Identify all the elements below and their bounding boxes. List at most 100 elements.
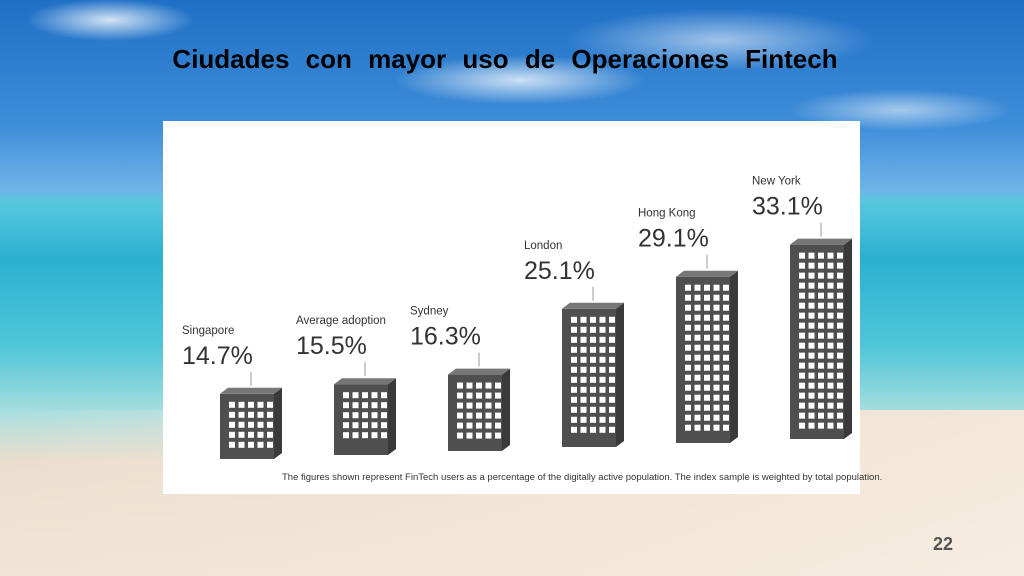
window <box>457 382 463 389</box>
window <box>723 394 729 401</box>
window <box>466 392 473 399</box>
window <box>827 282 834 289</box>
building-bar-chart: 14.7% Singapore 15.5% Average adoption 16.3%… <box>182 176 852 459</box>
window <box>238 421 245 428</box>
window <box>723 314 729 321</box>
window <box>837 332 843 339</box>
window <box>837 382 843 389</box>
window <box>837 282 843 289</box>
window <box>381 422 387 429</box>
window <box>590 336 596 343</box>
window <box>343 392 349 399</box>
window <box>267 441 273 448</box>
window <box>590 406 596 413</box>
window <box>723 294 729 301</box>
window <box>837 292 843 299</box>
value-label-london: 25.1% <box>524 257 595 285</box>
window <box>248 421 254 428</box>
window <box>837 422 843 429</box>
window <box>485 392 492 399</box>
window <box>799 292 805 299</box>
value-label-singapore: 14.7% <box>182 342 253 370</box>
window <box>808 402 815 409</box>
window <box>827 302 834 309</box>
window <box>704 334 710 341</box>
window <box>609 386 615 393</box>
building-top-average-adoption <box>334 378 396 385</box>
window <box>808 382 815 389</box>
window <box>713 294 720 301</box>
building-top-new-york <box>790 238 852 245</box>
window <box>704 314 710 321</box>
window <box>571 366 577 373</box>
window <box>580 336 587 343</box>
window <box>808 342 815 349</box>
window <box>571 326 577 333</box>
window <box>827 312 834 319</box>
window <box>476 382 482 389</box>
window <box>599 416 606 423</box>
window <box>580 326 587 333</box>
window <box>590 366 596 373</box>
window <box>476 432 482 439</box>
window <box>837 372 843 379</box>
window <box>827 382 834 389</box>
window <box>590 346 596 353</box>
window <box>599 366 606 373</box>
window <box>704 344 710 351</box>
window <box>808 422 815 429</box>
window <box>799 252 805 259</box>
building-side-singapore <box>274 387 282 459</box>
window <box>685 404 691 411</box>
slide-title: Ciudades con mayor uso de Operaciones Fi… <box>172 44 838 74</box>
window <box>808 272 815 279</box>
window <box>248 401 254 408</box>
window <box>685 304 691 311</box>
window <box>723 404 729 411</box>
window <box>248 441 254 448</box>
window <box>571 336 577 343</box>
window <box>267 421 273 428</box>
window <box>837 392 843 399</box>
window <box>609 426 615 433</box>
window <box>257 411 264 418</box>
value-label-sydney: 16.3% <box>410 323 481 351</box>
window <box>580 316 587 323</box>
building-top-hong-kong <box>676 270 738 277</box>
window <box>685 334 691 341</box>
window <box>267 431 273 438</box>
window <box>713 314 720 321</box>
window <box>713 374 720 381</box>
window <box>818 262 824 269</box>
value-label-average-adoption: 15.5% <box>296 332 367 360</box>
window <box>381 432 387 439</box>
window <box>371 432 378 439</box>
window <box>571 316 577 323</box>
window <box>248 411 254 418</box>
window <box>713 284 720 291</box>
window <box>704 394 710 401</box>
window <box>808 252 815 259</box>
window <box>694 294 701 301</box>
window <box>457 392 463 399</box>
window <box>827 362 834 369</box>
building-front-average-adoption <box>334 384 388 455</box>
window <box>827 372 834 379</box>
window <box>837 412 843 419</box>
window <box>694 334 701 341</box>
window <box>799 362 805 369</box>
window <box>495 432 501 439</box>
window <box>599 396 606 403</box>
window <box>495 412 501 419</box>
window <box>799 272 805 279</box>
window <box>352 432 359 439</box>
window <box>799 372 805 379</box>
window <box>818 272 824 279</box>
window <box>352 392 359 399</box>
window <box>799 282 805 289</box>
window <box>799 332 805 339</box>
window <box>580 346 587 353</box>
window <box>713 324 720 331</box>
window <box>808 362 815 369</box>
window <box>580 426 587 433</box>
